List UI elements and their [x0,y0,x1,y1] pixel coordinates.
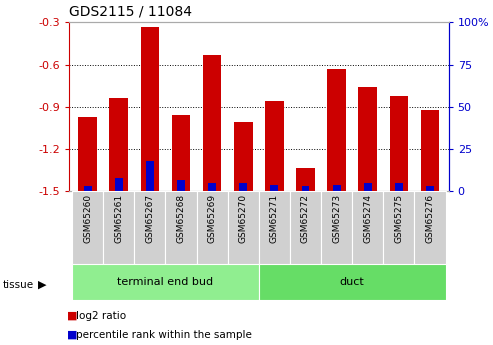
Bar [364,183,372,191]
Bar [358,87,377,191]
Text: ▶: ▶ [38,280,46,289]
Bar [135,191,166,264]
Text: GSM65275: GSM65275 [394,194,403,243]
Bar [321,191,352,264]
Text: GSM65276: GSM65276 [425,194,434,243]
Text: GSM65268: GSM65268 [176,194,185,243]
Text: tissue: tissue [2,280,34,289]
Text: GSM65260: GSM65260 [83,194,92,243]
Text: GSM65269: GSM65269 [208,194,216,243]
Bar [203,55,221,191]
Text: duct: duct [340,277,364,287]
Text: GSM65261: GSM65261 [114,194,123,243]
Bar [234,122,252,191]
Text: GSM65273: GSM65273 [332,194,341,243]
Text: terminal end bud: terminal end bud [117,277,213,287]
Bar [333,185,341,191]
Text: percentile rank within the sample: percentile rank within the sample [76,330,252,339]
Bar [327,69,346,191]
Bar [259,264,446,300]
Bar [141,27,159,191]
Bar [352,191,383,264]
Bar [259,191,290,264]
Bar [421,110,439,191]
Bar [109,98,128,191]
Bar [72,191,103,264]
Bar [426,186,434,191]
Text: GDS2115 / 11084: GDS2115 / 11084 [69,4,192,19]
Bar [389,96,408,191]
Text: GSM65272: GSM65272 [301,194,310,243]
Bar [177,180,185,191]
Bar [395,183,403,191]
Bar [415,191,446,264]
Bar [72,264,259,300]
Text: GSM65270: GSM65270 [239,194,248,243]
Bar [302,186,310,191]
Bar [271,185,278,191]
Text: GSM65267: GSM65267 [145,194,154,243]
Bar [228,191,259,264]
Bar [84,186,92,191]
Bar [166,191,197,264]
Bar [78,117,97,191]
Bar [290,191,321,264]
Bar [115,178,123,191]
Bar [103,191,135,264]
Bar [172,115,190,191]
Text: GSM65271: GSM65271 [270,194,279,243]
Bar [146,161,154,191]
Bar [197,191,228,264]
Bar [265,101,283,191]
Text: ■: ■ [67,311,77,321]
Bar [383,191,415,264]
Bar [240,183,247,191]
Text: GSM65274: GSM65274 [363,194,372,243]
Text: log2 ratio: log2 ratio [76,311,127,321]
Bar [208,183,216,191]
Text: ■: ■ [67,330,77,339]
Bar [296,168,315,191]
